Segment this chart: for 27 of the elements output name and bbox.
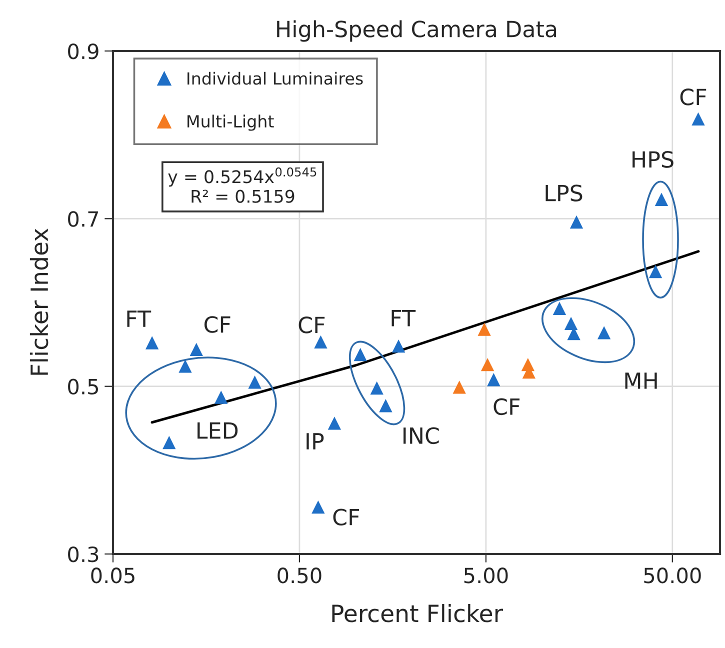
y-tick-label: 0.9 xyxy=(68,43,98,60)
annotation: HPS xyxy=(632,151,674,168)
annotation: FT xyxy=(127,310,152,327)
y-axis-title: Flicker Index xyxy=(30,228,48,375)
y-tick-label: 0.7 xyxy=(68,211,98,227)
annotation: CF xyxy=(494,398,520,416)
chart-title: High-Speed Camera Data xyxy=(277,20,556,42)
annotation: LPS xyxy=(546,184,582,202)
x-tick-label: 50.00 xyxy=(644,568,701,584)
y-tick-label: 0.3 xyxy=(68,546,98,562)
x-axis-title: Percent Flicker xyxy=(332,604,504,622)
x-tick-label: 5.00 xyxy=(464,568,508,584)
annotation: LED xyxy=(198,422,238,439)
annotation: CF xyxy=(204,316,230,333)
legend-label: Individual Luminaires xyxy=(188,72,363,85)
annotation: CF xyxy=(680,88,706,106)
annotation: MH xyxy=(625,372,657,389)
x-tick-label: 0.05 xyxy=(91,568,134,584)
annotation: CF xyxy=(298,316,325,334)
legend-label: Multi-Light xyxy=(188,114,274,131)
y-tick-label: 0.5 xyxy=(68,378,98,395)
annotation: IP xyxy=(306,433,324,450)
x-tick-label: 0.50 xyxy=(278,568,322,584)
annotation: y = 0.5254x$^{0.0545}$ R² = 0.5159 xyxy=(168,167,316,203)
annotation: CF xyxy=(333,508,360,526)
annotation: INC xyxy=(404,427,439,444)
annotation: FT xyxy=(392,310,416,326)
